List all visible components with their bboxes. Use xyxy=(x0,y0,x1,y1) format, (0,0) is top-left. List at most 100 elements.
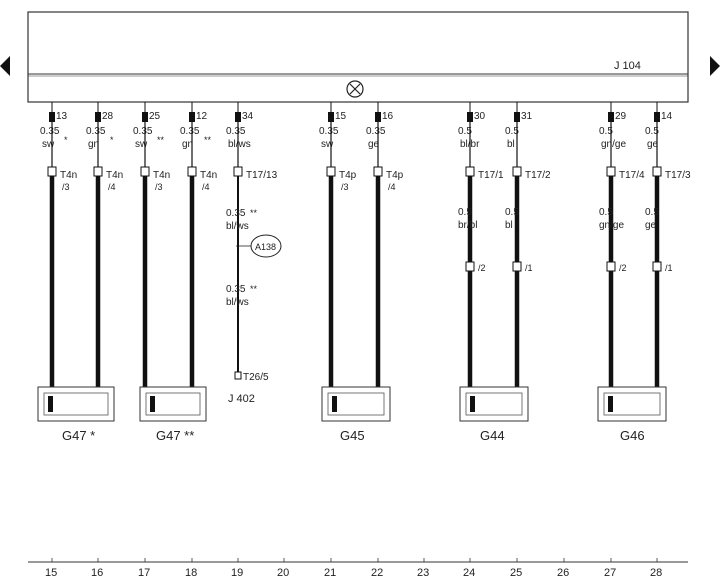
component-terminal xyxy=(150,396,155,412)
wire-size: 0.5 xyxy=(505,126,519,137)
axis-label: 25 xyxy=(510,567,522,579)
end-connector-label: T26/5 xyxy=(243,372,269,383)
control-unit-frame xyxy=(27,11,689,103)
connector-pin: /4 xyxy=(202,182,210,192)
component-inner xyxy=(603,392,661,416)
pin-number: 15 xyxy=(335,111,347,122)
component-label: G44 xyxy=(480,428,505,443)
pin-block xyxy=(328,112,334,122)
wire-size: 0.35 xyxy=(40,126,60,137)
connector-icon xyxy=(373,166,383,177)
component-2: G47 ** xyxy=(139,386,207,443)
wire-color: ge xyxy=(368,139,380,150)
pin-block xyxy=(467,112,473,122)
connector-icon xyxy=(652,166,662,177)
wire-mark: ** xyxy=(204,135,212,145)
connector-label: T4n xyxy=(106,170,123,181)
wire-color: gn xyxy=(182,139,193,150)
pin-block xyxy=(49,112,55,122)
wire-size-2: 0.5 xyxy=(505,207,519,218)
pin-block xyxy=(142,112,148,122)
wire-size: 0.35 xyxy=(133,126,153,137)
control-unit: J 104 xyxy=(0,11,720,103)
axis-label: 16 xyxy=(91,567,103,579)
axis-label: 23 xyxy=(417,567,429,579)
wire-mark: * xyxy=(110,135,114,145)
wire-size: 0.35 xyxy=(226,126,246,137)
connector-pin: /3 xyxy=(62,182,70,192)
connector-label: T17/13 xyxy=(246,170,278,181)
component-label: G47 * xyxy=(62,428,95,443)
wire-size-2: 0.35 xyxy=(226,208,246,219)
connector-2-icon xyxy=(512,261,522,272)
splice-label: A138 xyxy=(255,242,276,252)
wire-size: 0.35 xyxy=(319,126,339,137)
connector-pin: /4 xyxy=(108,182,116,192)
connector-label: T4p xyxy=(339,170,357,181)
pin-block xyxy=(189,112,195,122)
wire-size: 0.35 xyxy=(180,126,200,137)
component-6: G46 xyxy=(597,386,667,443)
connector-label: T4n xyxy=(60,170,77,181)
wire-color-2: bl/ws xyxy=(226,221,249,232)
connector-2-pin: /1 xyxy=(525,263,533,273)
component-terminal xyxy=(48,396,53,412)
connector-icon xyxy=(233,166,243,177)
connector-icon xyxy=(326,166,336,177)
pin-number: 16 xyxy=(382,111,394,122)
component-terminal xyxy=(332,396,337,412)
axis-label: 21 xyxy=(324,567,336,579)
component-terminal xyxy=(608,396,613,412)
wire-color: bl/ws xyxy=(228,139,251,150)
wire-color: sw xyxy=(42,139,55,150)
axis-label: 26 xyxy=(557,567,569,579)
connector-label: T17/3 xyxy=(665,170,691,181)
connector-pin: /3 xyxy=(155,182,163,192)
connector-icon xyxy=(140,166,150,177)
ground-symbol-icon xyxy=(346,80,364,98)
pin-number: 12 xyxy=(196,111,208,122)
component-label: G46 xyxy=(620,428,645,443)
wire-size-2: 0.5 xyxy=(599,207,613,218)
wire-4: 12 0.35 gn ** T4n/4 xyxy=(180,102,217,388)
axis-label: 18 xyxy=(185,567,197,579)
connector-icon xyxy=(93,166,103,177)
connector-2-icon xyxy=(652,261,662,272)
pin-block xyxy=(235,112,241,122)
component-inner xyxy=(465,392,523,416)
wire-size-2: 0.5 xyxy=(458,207,472,218)
axis: 15 16 17 18 19 20 21 22 23 24 25 26 27 28 xyxy=(45,558,662,579)
wire-size-2: 0.5 xyxy=(645,207,659,218)
wire-color: sw xyxy=(135,139,148,150)
pin-block xyxy=(514,112,520,122)
pin-number: 31 xyxy=(521,111,533,122)
component-box xyxy=(139,386,207,422)
connector-icon xyxy=(465,166,475,177)
axis-label: 15 xyxy=(45,567,57,579)
wire-color-2: br/bl xyxy=(458,220,477,231)
wire-8: 300.5bl/brT17/10.5br/bl/2 xyxy=(458,102,504,388)
pin-number: 30 xyxy=(474,111,486,122)
pin-number: 14 xyxy=(661,111,673,122)
wire-mark-3: ** xyxy=(250,284,258,294)
connector-2-icon xyxy=(606,261,616,272)
wire-size: 0.5 xyxy=(645,126,659,137)
wire-color-2: ge xyxy=(645,220,657,231)
wire-mark: * xyxy=(64,135,68,145)
component-inner xyxy=(145,392,201,416)
wire-color: bl xyxy=(507,139,515,150)
connector-pin: /4 xyxy=(388,182,396,192)
end-connector-icon xyxy=(234,371,242,380)
wire-size-3: 0.35 xyxy=(226,284,246,295)
connector-2-pin: /2 xyxy=(619,263,627,273)
wire-size: 0.5 xyxy=(599,126,613,137)
arrow-left-icon xyxy=(0,56,10,76)
connector-icon xyxy=(606,166,616,177)
component-inner xyxy=(327,392,385,416)
wire-1: 13 0.35 sw * T4n/3 xyxy=(40,102,77,388)
component-label-j402: J 402 xyxy=(228,393,255,405)
pin-block xyxy=(654,112,660,122)
pin-number: 25 xyxy=(149,111,161,122)
wire-color: ge xyxy=(647,139,659,150)
